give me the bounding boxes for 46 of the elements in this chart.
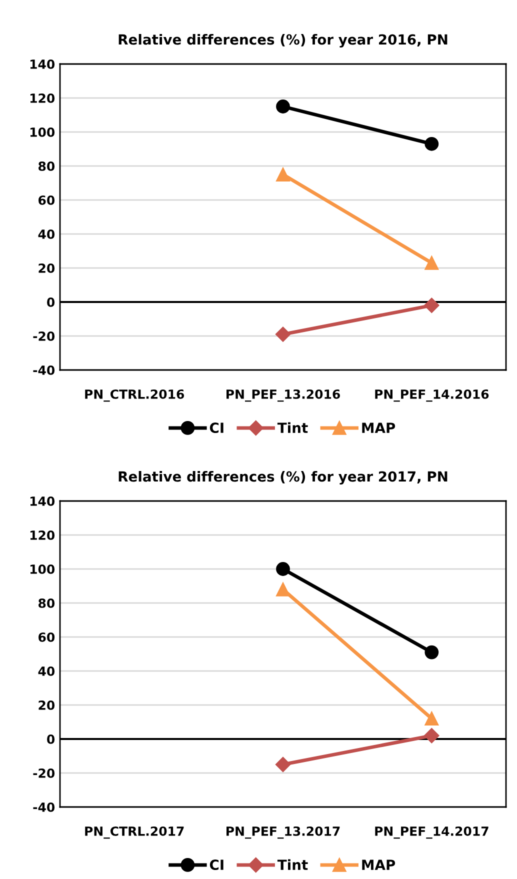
y-tick-label: -20 xyxy=(33,768,55,778)
legend-label: MAP xyxy=(362,422,396,433)
point xyxy=(424,645,439,660)
x-tick-label: PN_PEF_14.2016 xyxy=(375,389,489,402)
point xyxy=(424,298,440,313)
y-tick-label: 100 xyxy=(30,127,55,137)
y-tick-label: 40 xyxy=(38,229,55,239)
point xyxy=(276,582,290,596)
legend-label: Tint xyxy=(277,859,308,870)
y-tick-label: 60 xyxy=(38,195,55,205)
legend-label: Tint xyxy=(277,422,308,433)
x-tick-label: PN_CTRL.2017 xyxy=(85,826,184,839)
point xyxy=(275,756,291,772)
legend-label: CI xyxy=(210,422,224,434)
point xyxy=(424,136,439,151)
x-tick-label: PN_PEF_14.2017 xyxy=(375,826,488,839)
y-tick-label: -40 xyxy=(33,365,55,375)
y-tick-label: 40 xyxy=(38,666,55,676)
y-tick-label: 120 xyxy=(30,530,55,540)
point xyxy=(276,100,290,114)
chart-title: Relative differences (%) for year 2016, PN xyxy=(118,34,448,48)
y-tick-label: 0 xyxy=(47,297,55,307)
y-tick-label: -20 xyxy=(33,331,55,341)
y-tick-label: 140 xyxy=(30,59,55,69)
y-tick-label: -40 xyxy=(33,802,55,812)
y-tick-label: 0 xyxy=(47,734,55,744)
chart-title: Relative differences (%) for year 2017, PN xyxy=(118,471,448,485)
y-tick-label: 120 xyxy=(30,93,55,103)
point xyxy=(424,256,439,270)
y-tick-label: 140 xyxy=(30,496,55,506)
y-tick-label: 20 xyxy=(38,263,55,273)
y-tick-label: 20 xyxy=(38,700,55,710)
point xyxy=(424,712,439,726)
point xyxy=(424,728,440,744)
y-tick-label: 100 xyxy=(30,564,55,574)
point xyxy=(275,326,291,342)
y-tick-label: 80 xyxy=(38,161,55,171)
x-tick-label: PN_PEF_13.2016 xyxy=(226,389,340,402)
y-tick-label: 80 xyxy=(38,598,55,608)
y-tick-label: 60 xyxy=(38,632,55,642)
x-tick-label: PN_CTRL.2016 xyxy=(85,389,184,402)
legend-label: CI xyxy=(210,860,224,870)
point xyxy=(276,562,290,576)
legend-label: MAP xyxy=(362,860,396,870)
point xyxy=(276,168,290,182)
x-tick-label: PN_PEF_13.2017 xyxy=(226,826,340,839)
